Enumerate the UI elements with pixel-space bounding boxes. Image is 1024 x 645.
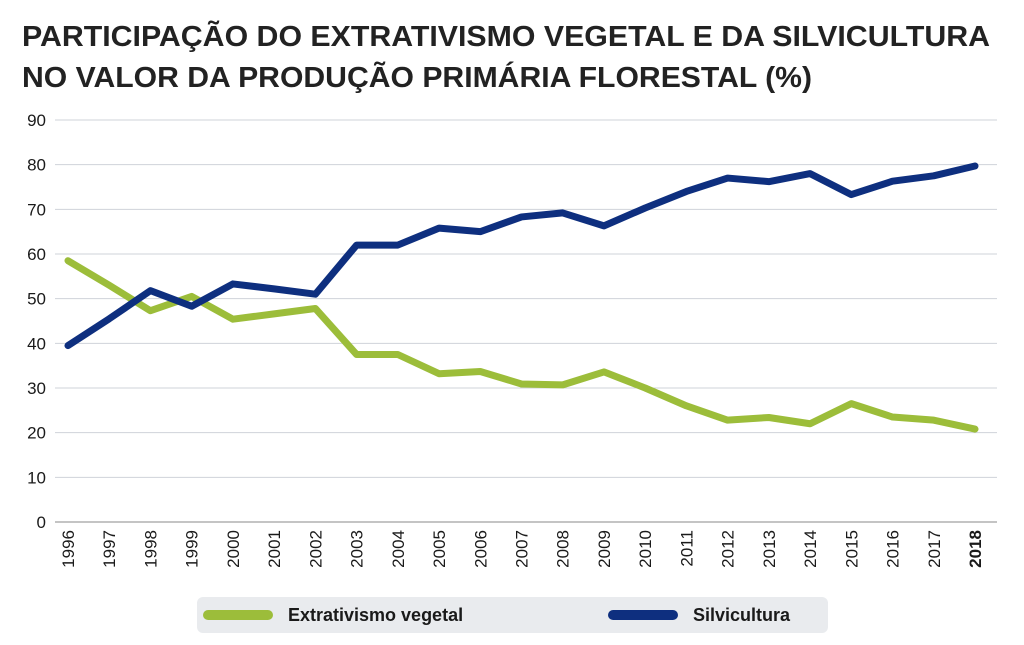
x-tick-label: 2009 [595,530,614,568]
x-tick-label: 2017 [925,530,944,568]
y-tick-label: 50 [27,290,46,309]
legend-label: Silvicultura [693,605,791,625]
x-tick-label: 2016 [884,530,903,568]
x-tick-label: 2001 [265,530,284,568]
y-tick-label: 80 [27,156,46,175]
y-tick-label: 0 [37,513,46,532]
y-tick-label: 70 [27,200,46,219]
chart-title: PARTICIPAÇÃO DO EXTRATIVISMO VEGETAL E D… [22,19,990,53]
legend-label: Extrativismo vegetal [288,605,463,625]
x-tick-label: 1999 [183,530,202,568]
line-series [64,257,979,433]
y-tick-label: 10 [27,468,46,487]
x-tick-label: 2002 [306,530,325,568]
x-tick-label: 1997 [100,530,119,568]
x-tick-label: 1996 [59,530,78,568]
x-tick-label: 2008 [554,530,573,568]
y-tick-label: 20 [27,424,46,443]
x-tick-label: 2012 [719,530,738,568]
x-tick-label: 2013 [760,530,779,568]
x-tick-label: 2004 [389,530,408,568]
y-tick-label: 40 [27,334,46,353]
y-tick-label: 30 [27,379,46,398]
x-tick-label: 2007 [513,530,532,568]
x-tick-label: 2011 [677,530,696,567]
y-tick-label: 90 [27,111,46,130]
line-series [64,162,979,350]
x-tick-label: 2010 [636,530,655,568]
x-tick-label: 2006 [471,530,490,568]
x-tick-label: 2015 [842,530,861,568]
legend-box [197,597,828,633]
x-tick-label: 2000 [224,530,243,568]
x-tick-label: 2014 [801,530,820,568]
x-tick-label: 2003 [348,530,367,568]
y-tick-label: 60 [27,245,46,264]
x-tick-label: 2018 [966,530,985,568]
x-tick-label: 1998 [141,530,160,568]
x-tick-label: 2005 [430,530,449,568]
chart-title: NO VALOR DA PRODUÇÃO PRIMÁRIA FLORESTAL … [22,60,812,94]
